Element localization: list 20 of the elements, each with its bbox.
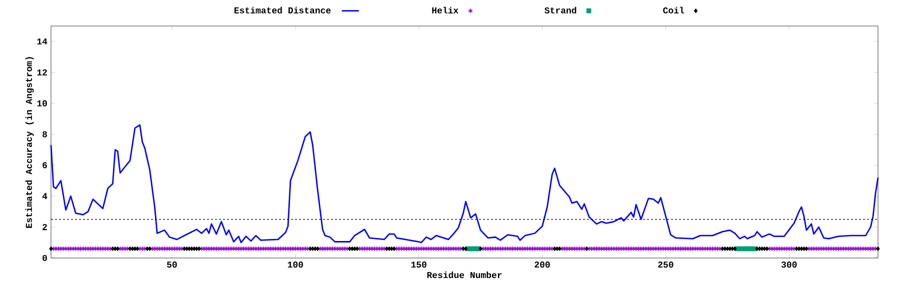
legend-label: Estimated Distance — [234, 6, 331, 14]
legend-label: Coil — [663, 6, 684, 14]
x-tick-label: 150 — [411, 262, 426, 268]
y-tick-label: 10 — [37, 100, 47, 106]
x-tick-label: 100 — [288, 262, 303, 268]
x-tick-label: 250 — [658, 262, 674, 268]
legend-label: Strand — [544, 6, 576, 14]
x-axis-title: Residue Number — [427, 272, 502, 278]
y-tick-label: 2 — [42, 224, 47, 230]
y-tick-label: 14 — [37, 38, 48, 44]
y-tick-label: 8 — [42, 131, 47, 138]
y-tick-label: 12 — [37, 69, 47, 76]
x-tick-label: 200 — [534, 262, 550, 268]
x-tick-label: 50 — [167, 262, 177, 268]
legend-label: Helix — [432, 6, 458, 14]
y-axis-title: Estimated Accuracy (in Angstrom) — [25, 57, 34, 228]
y-tick-label: 4 — [42, 193, 48, 200]
y-tick-label: 6 — [42, 162, 47, 168]
x-tick-label: 300 — [781, 262, 797, 268]
y-tick-label: 0 — [42, 254, 47, 262]
